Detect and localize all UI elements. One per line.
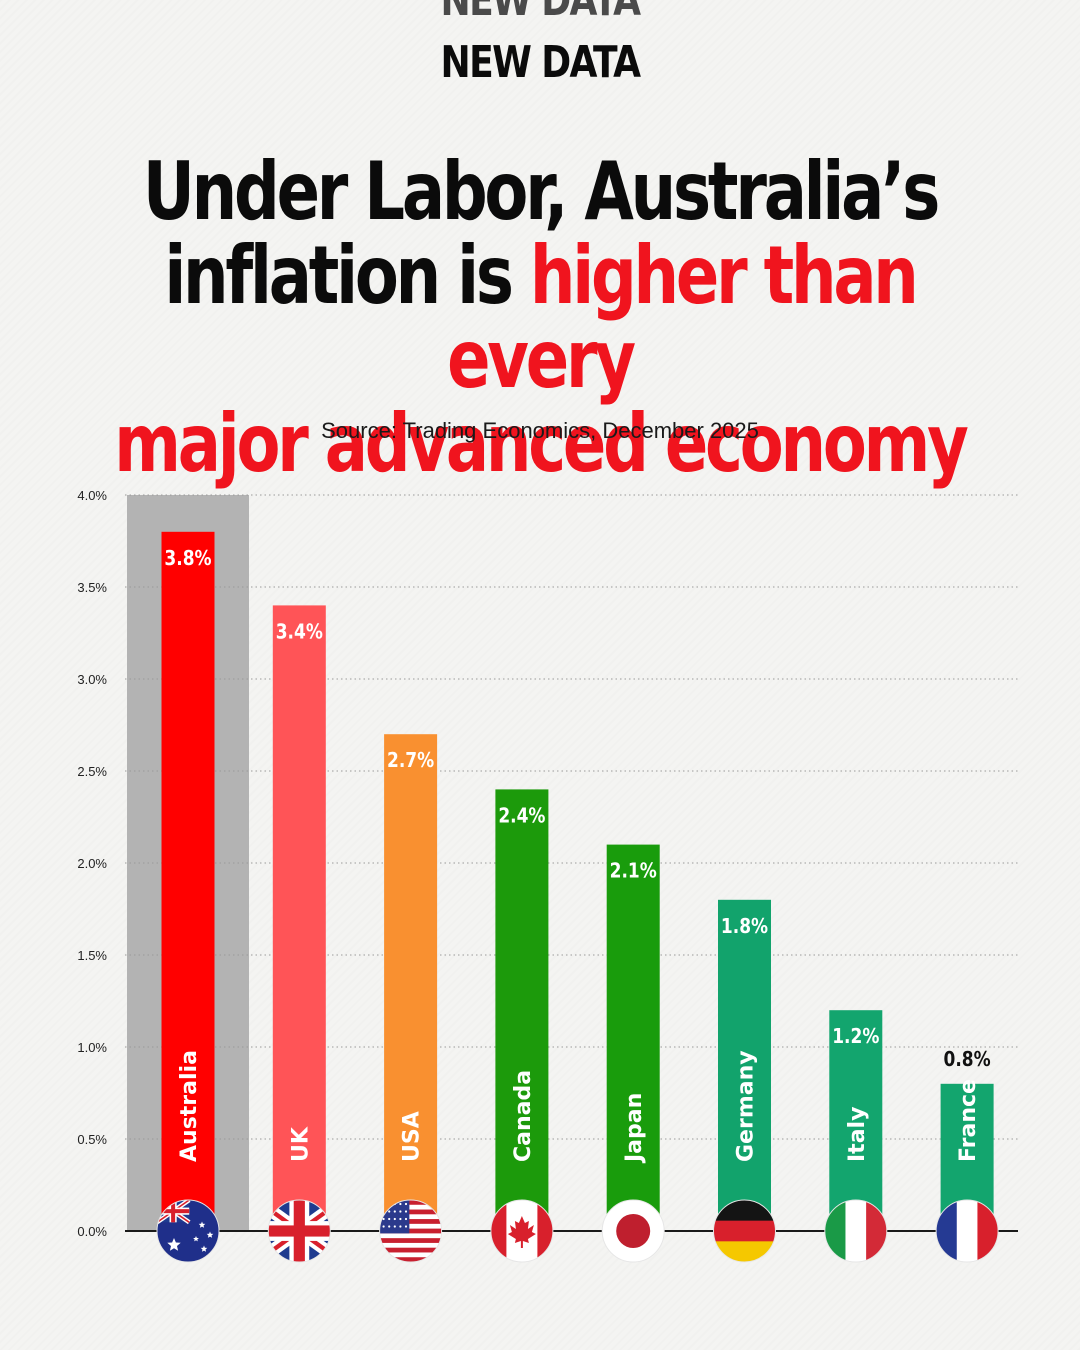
- headline-line-2-black: inflation is: [164, 229, 530, 322]
- flag-outline: [713, 1199, 776, 1263]
- data-label: 1.2%: [832, 1026, 879, 1049]
- y-tick-label: 0.5%: [77, 1132, 107, 1147]
- source-note: Source: Trading Economics, December 2025: [321, 418, 759, 443]
- australia-flag-icon: [157, 1200, 219, 1262]
- data-label: 1.8%: [721, 916, 768, 939]
- headline-line-2: inflation is higher than every: [76, 234, 1004, 402]
- flag-outline: [490, 1199, 554, 1263]
- x-category-label: Germany: [734, 1050, 759, 1162]
- headline-line-3: major advanced economy: [114, 397, 969, 490]
- flag-outline: [935, 1199, 999, 1263]
- x-category-label: France: [956, 1079, 981, 1162]
- y-tick-label: 0.0%: [77, 1224, 107, 1239]
- y-tick-label: 3.5%: [77, 580, 107, 595]
- y-tick-label: 3.0%: [77, 672, 107, 687]
- flag-outline: [267, 1199, 331, 1263]
- x-category-label: USA: [400, 1111, 425, 1162]
- data-label: 3.8%: [164, 548, 211, 571]
- italy-flag-icon: [824, 1200, 887, 1262]
- flag-outline: [824, 1199, 888, 1263]
- x-category-label: Australia: [177, 1050, 202, 1162]
- data-label: 2.4%: [498, 805, 545, 828]
- headline-line-1: Under Labor, Australia’s: [142, 145, 941, 238]
- bar: [606, 844, 660, 1231]
- bar: [272, 605, 326, 1231]
- bar: [718, 899, 771, 1231]
- y-tick-label: 2.5%: [77, 764, 107, 779]
- x-category-label: Japan: [622, 1093, 647, 1164]
- usa-flag-icon: [379, 1200, 442, 1262]
- headline-line-2-red: higher than every: [447, 229, 919, 406]
- flag-outline: [601, 1199, 665, 1263]
- y-tick-label: 2.0%: [77, 856, 107, 871]
- germany-flag-icon: [713, 1200, 776, 1262]
- x-category-label: UK: [288, 1126, 313, 1162]
- tagline-ghost: NEW DATA: [440, 0, 642, 26]
- headline: Under Labor, Australia’s inflation is hi…: [76, 150, 1004, 486]
- data-label: 2.7%: [387, 750, 434, 773]
- flag-outline: [379, 1199, 443, 1263]
- y-tick-label: 1.0%: [77, 1040, 107, 1055]
- y-tick-label: 4.0%: [77, 488, 107, 503]
- x-category-label: Canada: [511, 1070, 536, 1162]
- data-label: 3.4%: [276, 621, 323, 644]
- canada-flag-icon: [490, 1200, 553, 1262]
- bar: [161, 531, 215, 1231]
- tagline: NEW DATA: [440, 37, 642, 88]
- data-label: 0.8%: [944, 1049, 991, 1072]
- x-category-label: Italy: [845, 1107, 870, 1162]
- uk-flag-icon: [268, 1200, 331, 1262]
- france-flag-icon: [936, 1200, 999, 1262]
- flag-outline: [156, 1199, 220, 1263]
- bar: [829, 1010, 883, 1231]
- japan-flag-icon: [602, 1200, 665, 1262]
- data-label: 2.1%: [610, 860, 657, 883]
- bar: [384, 734, 438, 1231]
- y-tick-label: 1.5%: [77, 948, 107, 963]
- bar: [495, 789, 549, 1231]
